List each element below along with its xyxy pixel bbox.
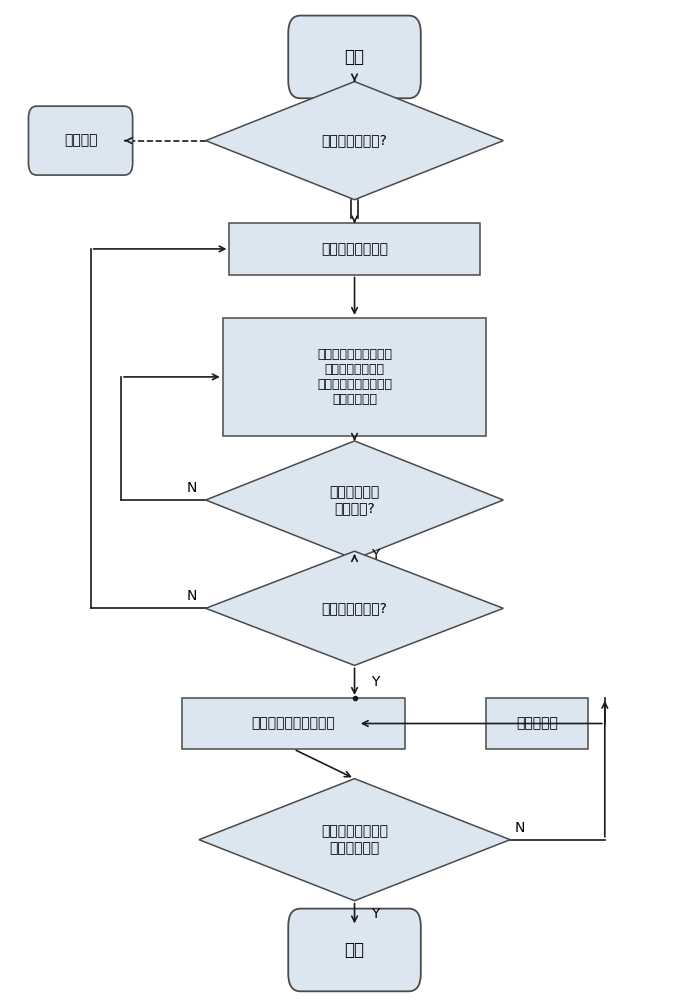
Bar bbox=[229, 223, 479, 275]
Text: 按知识模块及模块内知
识单元顺序，依次
为各试卷抽取之前未被
抽取过的题目: 按知识模块及模块内知 识单元顺序，依次 为各试卷抽取之前未被 抽取过的题目 bbox=[317, 348, 392, 406]
Polygon shape bbox=[206, 441, 503, 559]
Text: N: N bbox=[515, 821, 525, 835]
Text: 选定抽取题目类型: 选定抽取题目类型 bbox=[321, 242, 388, 256]
FancyBboxPatch shape bbox=[288, 16, 421, 98]
Text: Y: Y bbox=[370, 675, 379, 689]
Text: Y: Y bbox=[370, 907, 379, 921]
Text: Y: Y bbox=[370, 548, 379, 562]
Text: 全部题目已抽完?: 全部题目已抽完? bbox=[322, 601, 387, 615]
Polygon shape bbox=[206, 82, 503, 200]
Text: 组卷条件: 组卷条件 bbox=[64, 134, 98, 148]
Text: 指定题型题量
达到要求?: 指定题型题量 达到要求? bbox=[329, 485, 380, 515]
Bar bbox=[222, 318, 486, 436]
Polygon shape bbox=[199, 779, 510, 901]
Text: N: N bbox=[187, 589, 197, 603]
Text: 计算各题型平均难度值: 计算各题型平均难度值 bbox=[252, 717, 336, 731]
Bar bbox=[486, 698, 588, 749]
Bar bbox=[182, 698, 405, 749]
Polygon shape bbox=[206, 551, 503, 665]
Text: N: N bbox=[187, 481, 197, 495]
Text: 结束: 结束 bbox=[344, 941, 364, 959]
Text: 组卷条件满足否?: 组卷条件满足否? bbox=[322, 134, 387, 148]
FancyBboxPatch shape bbox=[29, 106, 133, 175]
Text: 开始: 开始 bbox=[344, 48, 364, 66]
Text: 难度值调整: 难度值调整 bbox=[516, 717, 558, 731]
Text: 与设定难度值误差
小于允许值？: 与设定难度值误差 小于允许值？ bbox=[321, 825, 388, 855]
FancyBboxPatch shape bbox=[288, 909, 421, 991]
